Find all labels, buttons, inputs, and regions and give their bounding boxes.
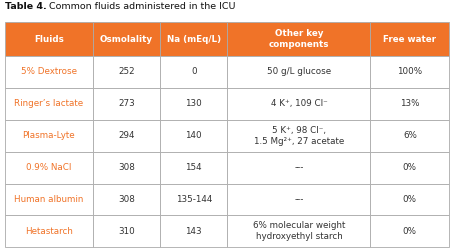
Bar [370,120,449,152]
Text: 252: 252 [119,67,135,76]
Text: 5% Dextrose: 5% Dextrose [21,67,77,76]
Bar [160,152,227,184]
Text: 13%: 13% [400,99,419,108]
Bar [5,88,93,120]
Bar [227,184,370,215]
Text: 0: 0 [191,67,197,76]
Bar [370,56,449,88]
Text: 0%: 0% [403,227,417,236]
Text: 100%: 100% [397,67,422,76]
Bar [227,215,370,247]
Bar [227,88,370,120]
Bar [5,22,93,56]
Text: 140: 140 [186,131,202,140]
Text: ---: --- [294,195,304,204]
Bar [160,215,227,247]
Text: 0.9% NaCl: 0.9% NaCl [26,163,72,172]
Text: 308: 308 [118,195,135,204]
Text: Plasma-Lyte: Plasma-Lyte [23,131,75,140]
Text: 0%: 0% [403,195,417,204]
Bar [370,152,449,184]
Text: Other key
components: Other key components [269,29,329,49]
Text: 130: 130 [186,99,202,108]
Text: Ringer’s lactate: Ringer’s lactate [14,99,83,108]
Text: Osmolality: Osmolality [100,35,153,44]
Bar [93,215,160,247]
Bar [160,184,227,215]
Text: 50 g/L glucose: 50 g/L glucose [267,67,331,76]
Text: Common fluids administered in the ICU: Common fluids administered in the ICU [46,2,236,11]
Bar [5,152,93,184]
Text: 0%: 0% [403,163,417,172]
Bar [370,184,449,215]
Bar [370,22,449,56]
Bar [227,120,370,152]
Text: 6% molecular weight
hydroxyethyl starch: 6% molecular weight hydroxyethyl starch [253,221,345,241]
Text: ---: --- [294,163,304,172]
Text: 6%: 6% [403,131,417,140]
Bar [160,88,227,120]
Bar [93,184,160,215]
Bar [5,184,93,215]
Bar [227,22,370,56]
Bar [227,56,370,88]
Bar [93,88,160,120]
Text: 310: 310 [119,227,135,236]
Text: Human albumin: Human albumin [14,195,83,204]
Text: Free water: Free water [383,35,436,44]
Text: 135-144: 135-144 [175,195,212,204]
Bar [160,56,227,88]
Text: 5 K⁺, 98 Cl⁻,
1.5 Mg²⁺, 27 acetate: 5 K⁺, 98 Cl⁻, 1.5 Mg²⁺, 27 acetate [254,126,344,146]
Bar [5,215,93,247]
Text: Table 4.: Table 4. [5,2,46,11]
Bar [5,56,93,88]
Text: 273: 273 [119,99,135,108]
Bar [227,152,370,184]
Bar [93,152,160,184]
Bar [93,56,160,88]
Text: Fluids: Fluids [34,35,64,44]
Text: 4 K⁺, 109 Cl⁻: 4 K⁺, 109 Cl⁻ [270,99,327,108]
Bar [370,215,449,247]
Bar [93,22,160,56]
Text: 294: 294 [119,131,135,140]
Bar [160,120,227,152]
Bar [5,120,93,152]
Text: 143: 143 [186,227,202,236]
Bar [370,88,449,120]
Text: 154: 154 [186,163,202,172]
Text: 308: 308 [118,163,135,172]
Bar [160,22,227,56]
Text: Hetastarch: Hetastarch [25,227,73,236]
Bar [93,120,160,152]
Text: Na (mEq/L): Na (mEq/L) [167,35,221,44]
